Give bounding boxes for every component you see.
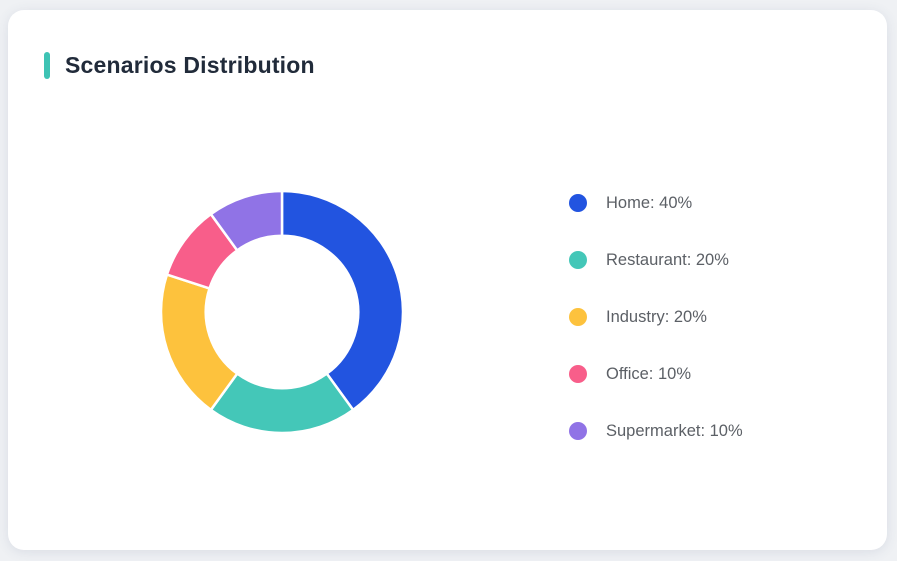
- legend-item-home[interactable]: Home: 40%: [569, 193, 743, 213]
- page-title: Scenarios Distribution: [65, 52, 315, 78]
- donut-segment-supermarket[interactable]: [209, 189, 284, 252]
- scenarios-distribution-card: Scenarios Distribution Home: 40% Restaura…: [8, 10, 887, 550]
- chart-legend: Home: 40% Restaurant: 20% Industry: 20% Off…: [569, 193, 743, 441]
- legend-item-office[interactable]: Office: 10%: [569, 364, 743, 384]
- legend-label: Home: 40%: [606, 193, 693, 212]
- legend-dot-icon: [569, 422, 587, 440]
- donut-segment-home[interactable]: [280, 189, 405, 412]
- legend-dot-icon: [569, 194, 587, 212]
- legend-item-restaurant[interactable]: Restaurant: 20%: [569, 250, 743, 270]
- title-accent-bar-icon: [44, 52, 50, 79]
- legend-item-supermarket[interactable]: Supermarket: 10%: [569, 421, 743, 441]
- legend-item-industry[interactable]: Industry: 20%: [569, 307, 743, 327]
- legend-label: Industry: 20%: [606, 307, 707, 326]
- legend-label: Office: 10%: [606, 364, 691, 383]
- donut-segment-industry[interactable]: [159, 273, 239, 412]
- legend-dot-icon: [569, 251, 587, 269]
- card-header: Scenarios Distribution: [44, 52, 315, 79]
- legend-label: Restaurant: 20%: [606, 250, 729, 269]
- legend-dot-icon: [569, 308, 587, 326]
- legend-label: Supermarket: 10%: [606, 421, 743, 440]
- donut-chart: [159, 189, 405, 435]
- legend-dot-icon: [569, 365, 587, 383]
